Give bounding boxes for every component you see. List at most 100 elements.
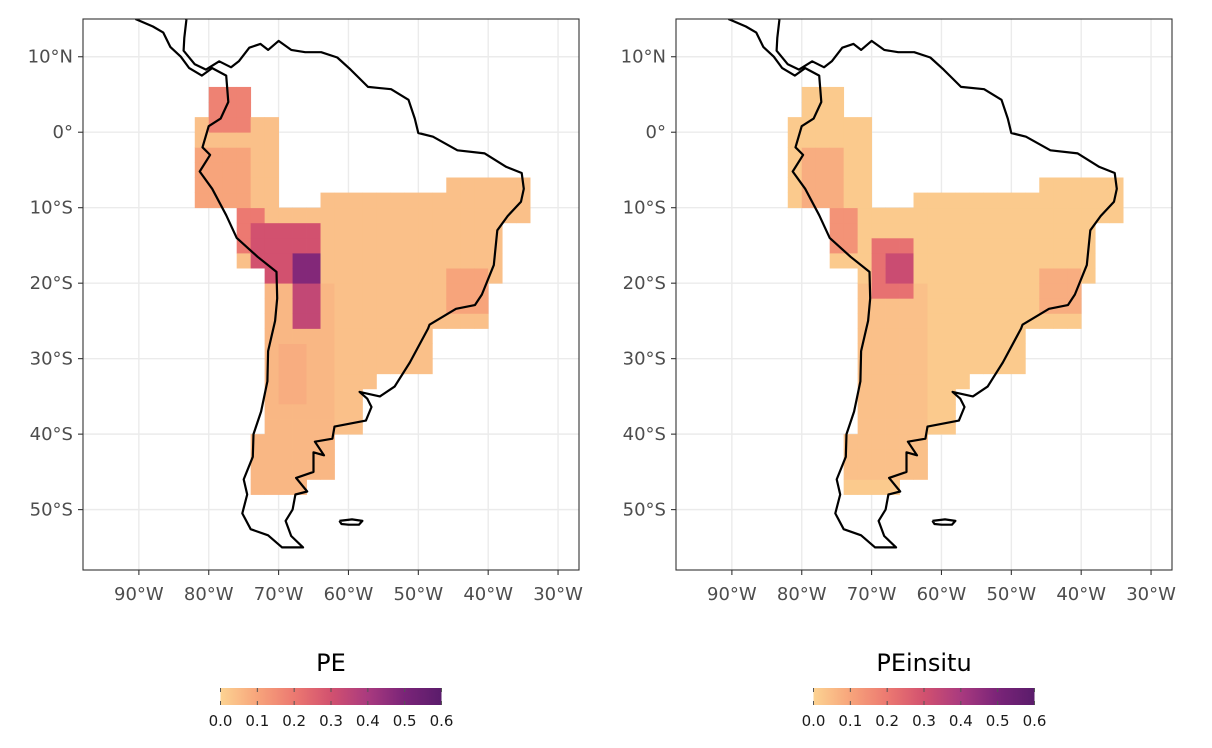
value-cell xyxy=(829,192,845,209)
value-cell xyxy=(278,419,293,435)
value-cell xyxy=(320,283,335,299)
value-cell xyxy=(348,283,363,299)
legend-tick-label: 0.3 xyxy=(319,712,343,730)
y-tick-label: 10°S xyxy=(30,198,73,219)
value-cell xyxy=(969,328,984,344)
value-cell xyxy=(927,328,942,344)
value-cell xyxy=(969,237,984,254)
value-cell xyxy=(264,419,280,435)
value-cell xyxy=(983,192,998,209)
value-cell xyxy=(1109,207,1124,224)
value-cell xyxy=(885,343,900,360)
value-cell xyxy=(418,222,433,239)
value-cell xyxy=(404,328,419,344)
value-cell xyxy=(829,222,845,239)
value-cell xyxy=(334,222,349,239)
value-cell xyxy=(857,177,873,194)
value-cell xyxy=(334,388,349,405)
value-cell xyxy=(1011,343,1026,360)
value-cell xyxy=(460,313,475,329)
legend-tick-label: 0.4 xyxy=(949,712,973,730)
value-cell xyxy=(983,313,998,329)
value-cell xyxy=(899,222,914,239)
value-cell xyxy=(376,283,391,299)
value-cell xyxy=(390,237,405,254)
value-cell xyxy=(376,207,391,224)
value-cell xyxy=(871,207,886,224)
value-cell xyxy=(418,207,433,224)
x-tick-label: 30°W xyxy=(1126,584,1176,605)
value-cell xyxy=(885,328,900,344)
value-cell xyxy=(843,177,859,194)
value-cell xyxy=(913,464,928,480)
value-cell xyxy=(376,192,391,209)
value-cell xyxy=(1081,177,1096,194)
legend-colorbar xyxy=(813,688,1035,705)
value-cell xyxy=(899,237,914,254)
value-cell xyxy=(843,222,859,239)
value-cell xyxy=(843,479,859,495)
value-cell xyxy=(446,207,461,224)
value-cell xyxy=(955,298,970,314)
value-cell xyxy=(955,237,970,254)
value-cell xyxy=(404,222,419,239)
value-cell xyxy=(390,283,405,299)
value-cell xyxy=(1039,207,1054,224)
value-cell xyxy=(502,177,517,194)
value-cell xyxy=(334,403,349,420)
value-cell xyxy=(320,343,335,360)
value-cell xyxy=(334,237,349,254)
value-cell xyxy=(885,434,900,450)
value-cell xyxy=(871,388,886,405)
value-cell xyxy=(390,222,405,239)
value-cell xyxy=(292,222,307,239)
value-cell xyxy=(941,237,956,254)
value-cell xyxy=(236,162,252,178)
value-cell xyxy=(278,313,293,329)
value-cell xyxy=(885,222,900,239)
value-cell xyxy=(885,283,900,299)
value-cell xyxy=(899,358,914,375)
value-cell xyxy=(857,403,873,420)
value-cell xyxy=(404,192,419,209)
value-cell xyxy=(334,298,349,314)
value-cell xyxy=(871,464,886,480)
x-tick-label: 40°W xyxy=(1056,584,1106,605)
legend-tick-label: 0.2 xyxy=(282,712,306,730)
value-cell xyxy=(250,117,266,133)
value-cell xyxy=(418,343,433,360)
value-cell xyxy=(418,313,433,329)
x-tick-label: 60°W xyxy=(324,584,374,605)
value-cell xyxy=(222,177,238,194)
value-cell xyxy=(306,268,321,284)
value-cell xyxy=(390,313,405,329)
value-cell xyxy=(885,298,900,314)
value-cell xyxy=(969,268,984,284)
value-cell xyxy=(955,252,970,269)
value-cell xyxy=(969,222,984,239)
value-cell xyxy=(250,207,266,224)
value-cell xyxy=(376,268,391,284)
value-cell xyxy=(320,207,335,224)
value-cell xyxy=(306,343,321,360)
value-cell xyxy=(292,403,307,420)
legend-2: PEinsitu 0.0 0.1 0.2 0.3 0.4 0.5 0.6 xyxy=(802,649,1047,730)
value-cell xyxy=(348,358,363,375)
value-cell xyxy=(941,252,956,269)
value-cell xyxy=(334,358,349,375)
value-cell xyxy=(236,132,252,148)
legend-title: PEinsitu xyxy=(876,649,971,677)
value-cell xyxy=(1067,222,1082,239)
x-tick-label: 50°W xyxy=(986,584,1036,605)
value-cell xyxy=(941,222,956,239)
value-cell xyxy=(460,268,475,284)
value-cell xyxy=(913,222,928,239)
value-cell xyxy=(871,434,886,450)
value-cell xyxy=(432,283,447,299)
value-cell xyxy=(320,388,335,405)
value-cell xyxy=(1011,313,1026,329)
x-tick-label: 60°W xyxy=(917,584,967,605)
value-cell xyxy=(236,222,252,239)
value-cell xyxy=(885,419,900,435)
value-cell xyxy=(278,237,293,254)
